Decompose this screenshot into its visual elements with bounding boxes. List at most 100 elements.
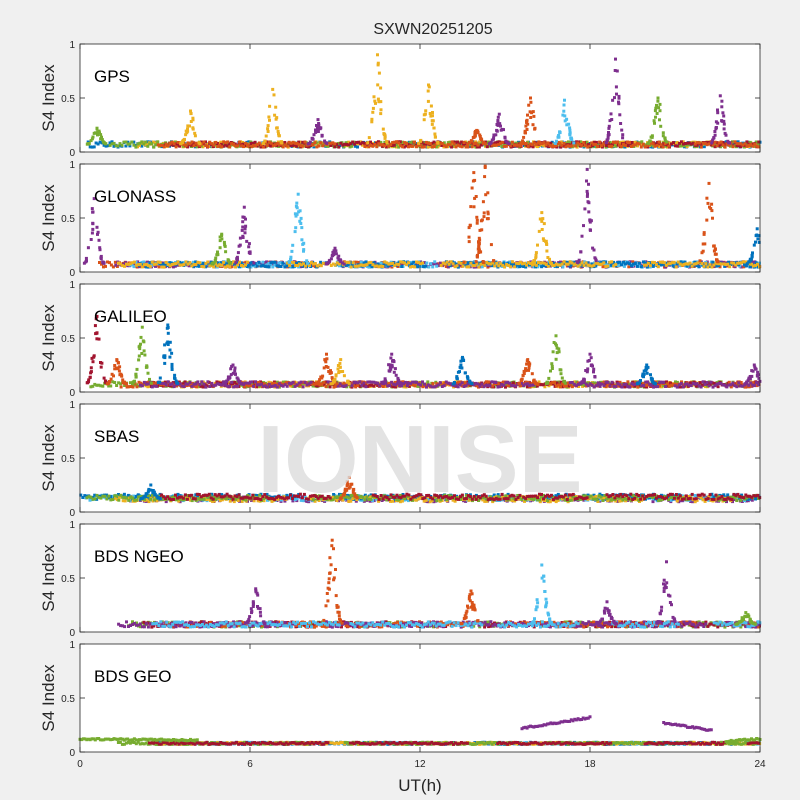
data-point	[526, 145, 530, 148]
data-point	[267, 261, 271, 265]
data-point	[476, 143, 480, 147]
data-point	[545, 249, 549, 253]
data-point	[370, 380, 374, 384]
data-point	[586, 263, 590, 267]
data-point	[246, 381, 249, 385]
data-point	[371, 263, 375, 267]
data-point	[261, 264, 265, 267]
data-point	[474, 260, 478, 264]
data-point	[192, 144, 196, 148]
y-axis-label: S4 Index	[39, 184, 58, 252]
data-point	[557, 380, 561, 384]
data-point	[464, 145, 468, 149]
data-point	[300, 226, 304, 230]
data-point	[331, 250, 335, 254]
data-point	[463, 381, 467, 385]
data-point	[247, 242, 251, 246]
data-point	[659, 124, 663, 128]
data-point	[265, 385, 269, 389]
data-point	[94, 141, 98, 145]
data-point	[104, 264, 107, 268]
data-point	[285, 144, 289, 148]
data-point	[592, 385, 596, 389]
data-point	[610, 384, 614, 388]
data-point	[484, 193, 488, 197]
data-point	[486, 191, 490, 195]
data-point	[181, 382, 185, 386]
data-point	[248, 251, 252, 255]
data-point	[190, 143, 194, 147]
data-point	[502, 142, 506, 146]
data-point	[358, 384, 362, 388]
data-point	[580, 234, 584, 238]
data-point	[512, 384, 516, 388]
data-point	[382, 132, 386, 136]
data-point	[183, 380, 187, 384]
data-point	[604, 260, 608, 264]
data-point	[570, 263, 574, 267]
data-point	[290, 249, 294, 253]
data-point	[370, 265, 374, 269]
data-point	[300, 238, 304, 242]
data-point	[377, 71, 381, 75]
data-point	[607, 126, 611, 130]
data-point	[643, 145, 647, 149]
data-point	[568, 144, 572, 148]
data-point	[750, 255, 754, 259]
data-point	[495, 261, 499, 265]
data-point	[350, 263, 354, 267]
data-point	[284, 381, 288, 385]
data-point	[196, 380, 200, 384]
data-point	[522, 135, 526, 139]
data-point	[701, 242, 705, 246]
data-point	[685, 145, 689, 149]
data-point	[342, 384, 346, 388]
data-point	[362, 381, 366, 385]
data-point	[478, 384, 482, 388]
data-point	[360, 380, 364, 384]
data-point	[710, 265, 714, 269]
data-point	[125, 385, 129, 389]
data-point	[367, 261, 371, 265]
data-point	[242, 205, 246, 209]
data-point	[690, 264, 694, 268]
data-point	[254, 380, 257, 384]
data-point	[283, 143, 287, 147]
data-point	[602, 384, 606, 388]
data-point	[413, 140, 416, 144]
data-point	[342, 381, 346, 385]
data-point	[562, 141, 566, 145]
data-point	[420, 145, 424, 149]
data-point	[675, 141, 679, 144]
data-point	[422, 143, 426, 147]
data-point	[393, 380, 397, 384]
data-point	[362, 261, 366, 265]
data-point	[675, 262, 679, 266]
data-point	[585, 179, 588, 183]
data-point	[345, 260, 349, 264]
data-point	[312, 382, 316, 386]
data-point	[162, 262, 166, 266]
data-point	[500, 144, 504, 148]
data-point	[356, 381, 360, 385]
data-point	[140, 140, 144, 144]
data-point	[425, 261, 429, 265]
data-point	[679, 382, 683, 385]
data-point	[247, 384, 251, 388]
data-point	[255, 264, 259, 268]
data-point	[295, 383, 299, 387]
data-point	[506, 384, 510, 388]
data-point	[703, 142, 707, 145]
data-point	[483, 264, 487, 268]
data-point	[467, 226, 471, 230]
data-point	[664, 263, 668, 267]
data-point	[99, 365, 103, 369]
data-point	[298, 262, 301, 266]
data-point	[433, 260, 437, 264]
data-point	[557, 134, 561, 137]
data-point	[454, 383, 458, 387]
data-point	[742, 265, 746, 269]
data-point	[709, 143, 713, 147]
data-point	[654, 263, 658, 266]
data-point	[712, 136, 716, 139]
